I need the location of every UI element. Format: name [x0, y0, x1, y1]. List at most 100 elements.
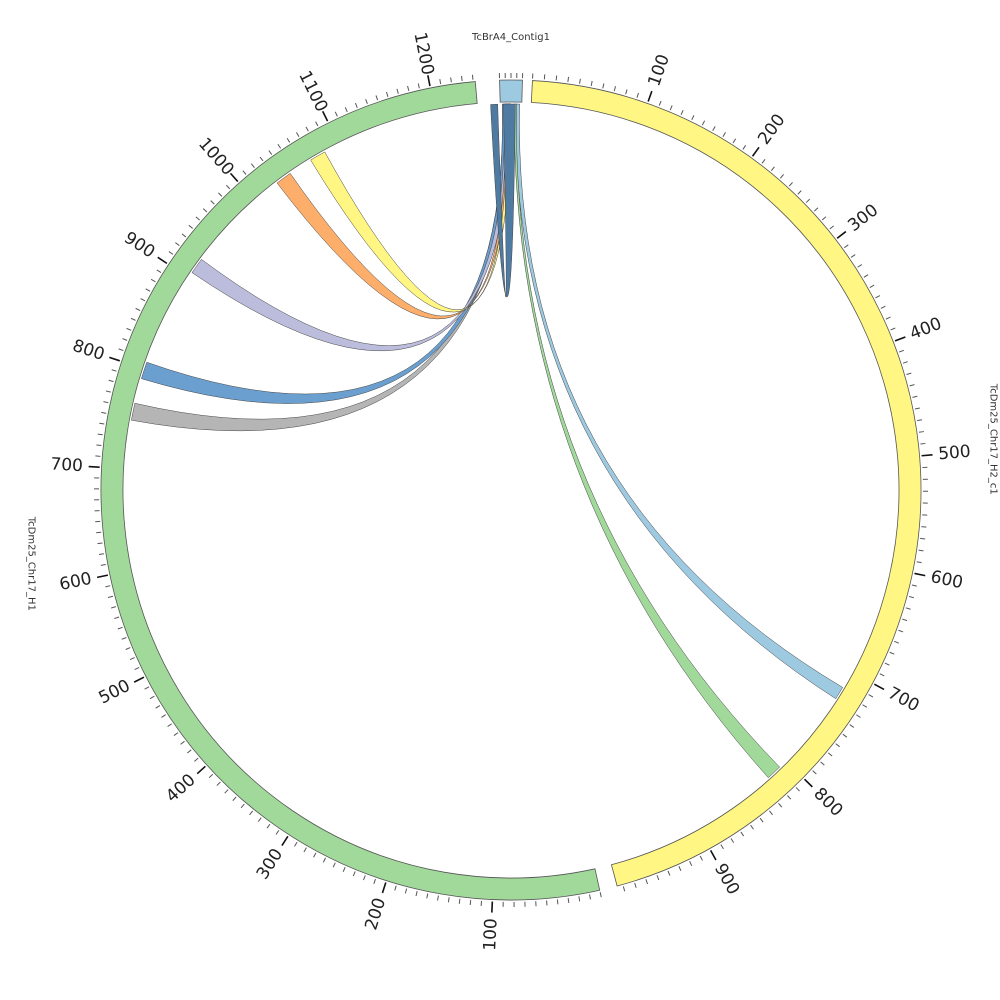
tick-minor	[821, 762, 825, 765]
tick-minor	[333, 863, 335, 868]
tick-minor	[108, 596, 113, 597]
tick-minor	[314, 853, 316, 857]
tick-major	[158, 257, 167, 263]
tick-minor	[771, 167, 774, 171]
tick-minor	[141, 299, 145, 301]
tick-minor	[109, 380, 114, 381]
tick-minor	[258, 818, 261, 822]
tick-minor	[462, 76, 463, 81]
tick-minor	[294, 842, 297, 846]
tick-minor	[822, 217, 826, 220]
tick-minor	[130, 658, 135, 660]
tick-major	[197, 766, 205, 773]
tick-minor	[269, 150, 272, 154]
tick-minor	[96, 532, 101, 533]
tick-minor	[917, 420, 922, 421]
tick-minor	[657, 875, 659, 880]
tick-minor	[909, 596, 914, 597]
tick-minor	[448, 897, 449, 902]
tick-minor	[899, 350, 904, 352]
tick-minor	[343, 867, 345, 872]
tick-minor	[858, 265, 862, 268]
tick-minor	[182, 234, 186, 237]
tick-minor	[886, 317, 891, 319]
tick-minor	[218, 193, 222, 197]
tick-minor	[830, 226, 834, 229]
tick-minor	[614, 86, 615, 91]
tick-label: 100	[644, 52, 674, 89]
tick-minor	[568, 77, 569, 82]
tick-minor	[364, 875, 366, 880]
tick-minor	[751, 825, 754, 829]
tick-minor	[226, 185, 229, 189]
tick-label: 900	[120, 228, 158, 263]
tick-minor	[591, 81, 592, 86]
tick-minor	[863, 705, 867, 708]
tick-minor	[723, 132, 726, 136]
tick-minor	[864, 275, 868, 278]
tick-label: 700	[884, 683, 922, 716]
tick-minor	[881, 306, 885, 308]
tick-major	[97, 575, 108, 577]
tick-minor	[126, 648, 131, 650]
tick-minor	[119, 349, 124, 351]
tick-minor	[111, 607, 116, 608]
tick-minor	[355, 103, 357, 108]
tick-minor	[174, 733, 178, 736]
tick-minor	[851, 255, 855, 258]
tick-minor	[690, 861, 692, 866]
tick-minor	[127, 328, 132, 330]
tick-minor	[780, 174, 783, 178]
tick-minor	[912, 396, 917, 397]
tick-minor	[251, 164, 254, 168]
tick-major	[89, 467, 100, 468]
tick-minor	[168, 724, 172, 727]
tick-minor	[122, 339, 127, 341]
tick-minor	[557, 899, 558, 904]
tick-label: 700	[50, 454, 84, 476]
tick-minor	[416, 891, 417, 896]
tick-minor	[440, 79, 441, 84]
tick-minor	[568, 898, 569, 903]
tick-minor	[741, 832, 744, 836]
tick-minor	[405, 889, 406, 894]
ribbon-contig-h2-1	[514, 104, 779, 778]
tick-minor	[902, 619, 907, 621]
tick-minor	[894, 641, 899, 643]
segment-h2	[531, 81, 921, 886]
tick-minor	[187, 750, 191, 753]
tick-major	[895, 337, 905, 341]
tick-minor	[161, 715, 165, 718]
tick-minor	[374, 879, 376, 884]
tick-minor	[743, 145, 746, 149]
tick-minor	[211, 201, 215, 204]
tick-minor	[590, 894, 591, 899]
tick-minor	[668, 871, 670, 876]
tick-minor	[870, 285, 874, 287]
tick-minor	[103, 402, 108, 403]
tick-minor	[438, 896, 439, 901]
tick-minor	[345, 107, 347, 112]
tick-minor	[196, 217, 200, 220]
tick-minor	[836, 744, 840, 747]
tick-minor	[769, 811, 772, 815]
tick-minor	[762, 159, 765, 163]
tick-minor	[241, 804, 244, 808]
segment-label-contig: TcBrA4_Contig1	[471, 32, 550, 43]
tick-minor	[150, 696, 154, 699]
tick-minor	[105, 586, 110, 587]
tick-minor	[760, 818, 763, 822]
tick-minor	[579, 896, 580, 901]
tick-minor	[114, 617, 119, 619]
tick-minor	[112, 370, 117, 371]
tick-minor	[304, 848, 306, 852]
tick-minor	[233, 797, 236, 801]
tick-minor	[106, 391, 111, 392]
tick-minor	[919, 550, 924, 551]
tick-label: 400	[162, 770, 199, 807]
tick-minor	[731, 838, 734, 842]
tick-minor	[296, 132, 299, 136]
tick-minor	[366, 99, 368, 104]
tick-label: 200	[361, 895, 390, 932]
tick-minor	[623, 886, 624, 891]
